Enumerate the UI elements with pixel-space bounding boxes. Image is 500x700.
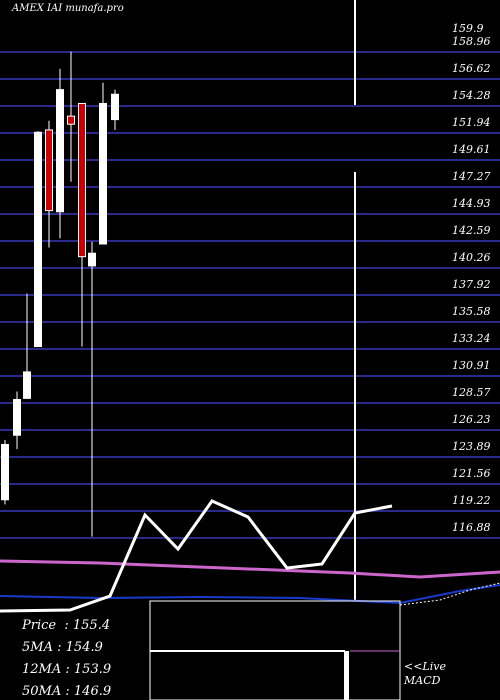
signal-dotted-line xyxy=(399,582,500,606)
candle-body xyxy=(45,129,53,212)
indicator-lines xyxy=(0,0,500,613)
info-row-50ma: 50MA : 146.9 xyxy=(22,681,111,700)
candle-body xyxy=(99,102,107,245)
candle-body xyxy=(67,115,75,125)
info-label: Price xyxy=(22,618,57,633)
info-value: 153.9 xyxy=(73,662,112,677)
candle-body xyxy=(23,371,31,399)
price-tick-label: 151.94 xyxy=(452,116,491,129)
short-ma-line xyxy=(0,499,393,613)
candle-body xyxy=(13,399,21,436)
candlesticks xyxy=(1,51,119,537)
info-separator: : xyxy=(52,640,66,655)
info-label: 5MA xyxy=(22,640,53,655)
info-value: 155.4 xyxy=(72,618,111,633)
info-row-12ma: 12MA : 153.9 xyxy=(22,659,111,681)
info-row-5ma: 5MA : 154.9 xyxy=(22,637,111,659)
price-tick-label: 119.22 xyxy=(452,494,491,507)
price-tick-label: 142.59 xyxy=(452,224,491,237)
price-tick-label: 116.88 xyxy=(452,521,491,534)
long-ma-line xyxy=(0,559,500,579)
macd-text: MACD xyxy=(404,674,441,687)
macd-label: <<Live MACD xyxy=(404,660,446,688)
price-grid xyxy=(0,51,500,539)
price-tick-label: 137.92 xyxy=(452,278,491,291)
info-value: 146.9 xyxy=(73,684,112,699)
candle-body xyxy=(34,131,42,348)
price-tick-label: 156.62 xyxy=(452,62,491,75)
price-tick-label: 159.9 xyxy=(452,22,484,35)
price-tick-label: 140.26 xyxy=(452,251,491,264)
price-tick-label: 158.96 xyxy=(452,35,491,48)
info-separator: : xyxy=(61,662,74,677)
info-row-price: Price : 155.4 xyxy=(22,615,111,637)
mid-ma-line xyxy=(0,584,500,605)
macd-bar xyxy=(344,651,349,700)
candle-body xyxy=(78,102,86,258)
info-label: 50MA xyxy=(22,684,62,699)
chart-title: AMEX IAI munafa.pro xyxy=(12,3,124,14)
info-separator: : xyxy=(56,618,73,633)
price-info: Price : 155.4 5MA : 154.9 12MA : 153.9 5… xyxy=(22,615,111,700)
candle-body xyxy=(56,89,64,213)
price-tick-label: 147.27 xyxy=(452,170,491,183)
price-tick-label: 121.56 xyxy=(452,467,491,480)
candle-body xyxy=(88,252,96,267)
price-tick-label: 133.24 xyxy=(452,332,491,345)
candle-body xyxy=(1,443,9,501)
price-tick-label: 123.89 xyxy=(452,440,491,453)
price-tick-label: 144.93 xyxy=(452,197,491,210)
info-value: 154.9 xyxy=(65,640,103,655)
price-tick-label: 130.91 xyxy=(452,359,491,372)
info-label: 12MA xyxy=(22,662,62,677)
price-tick-label: 149.61 xyxy=(452,143,491,156)
price-tick-label: 126.23 xyxy=(452,413,491,426)
candle-body xyxy=(111,93,119,121)
price-tick-label: 154.28 xyxy=(452,89,491,102)
price-tick-label: 128.57 xyxy=(452,386,491,399)
info-separator: : xyxy=(61,684,74,699)
price-tick-label: 135.58 xyxy=(452,305,491,318)
macd-panel xyxy=(149,600,401,700)
macd-live-text: <<Live xyxy=(404,660,446,673)
